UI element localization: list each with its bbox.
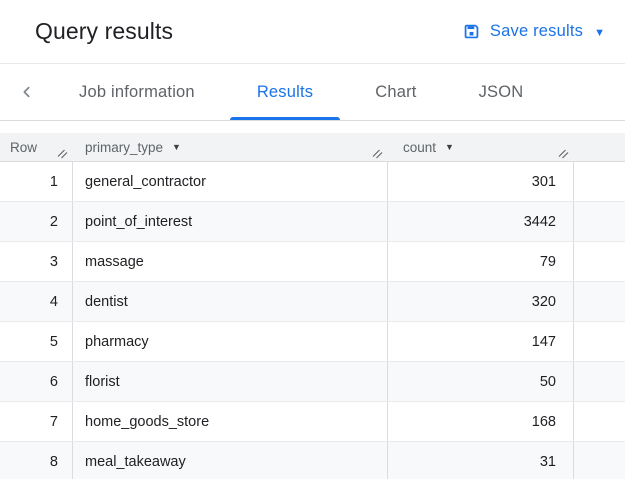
save-results-label: Save results (489, 22, 584, 40)
cell-row-number: 2 (49, 213, 58, 230)
cell-spacer (573, 282, 625, 321)
tab-chart[interactable]: Chart (348, 64, 443, 120)
cell-count: 147 (387, 322, 573, 361)
save-results-button[interactable]: Save results ▼ (462, 22, 605, 41)
table-row: 7 home_goods_store 168 (0, 402, 625, 442)
tab-job-information[interactable]: Job information (52, 64, 222, 120)
cell-row-number: 1 (49, 173, 58, 190)
table-row: 8 meal_takeaway 31 (0, 442, 625, 479)
column-header-row: Row (0, 133, 72, 161)
cell-row-number: 3 (49, 253, 58, 270)
table-row: 5 pharmacy 147 (0, 322, 625, 362)
table-header-row: Row primary_type ▼ count ▼ (0, 133, 625, 162)
column-resize-handle[interactable] (56, 147, 68, 159)
results-table: Row primary_type ▼ count ▼ (0, 133, 625, 479)
table-row: 3 massage 79 (0, 242, 625, 282)
tab-results[interactable]: Results (229, 64, 341, 120)
column-header-primary-type-label: primary_type (85, 139, 164, 155)
chevron-left-icon (19, 84, 35, 100)
cell-primary-type: home_goods_store (72, 402, 387, 441)
cell-spacer (573, 362, 625, 401)
cell-primary-type: point_of_interest (72, 202, 387, 241)
column-resize-handle[interactable] (371, 147, 383, 159)
cell-primary-type: florist (72, 362, 387, 401)
cell-spacer (573, 242, 625, 281)
cell-count: 50 (387, 362, 573, 401)
tab-json[interactable]: JSON (452, 64, 551, 120)
column-header-primary-type: primary_type ▼ (72, 133, 387, 161)
cell-spacer (573, 322, 625, 361)
cell-primary-type: meal_takeaway (72, 442, 387, 479)
cell-primary-type: pharmacy (72, 322, 387, 361)
results-tab-bar: Job information Results Chart JSON (0, 64, 625, 121)
cell-spacer (573, 402, 625, 441)
cell-spacer (573, 442, 625, 479)
column-header-count: count ▼ (387, 133, 573, 161)
save-results-caret-icon: ▼ (594, 26, 605, 39)
tab-scroll-left-button[interactable] (10, 64, 44, 120)
column-header-spacer (573, 133, 625, 161)
table-row: 2 point_of_interest 3442 (0, 202, 625, 242)
cell-row-number: 5 (49, 333, 58, 350)
cell-row-number: 4 (49, 293, 58, 310)
cell-count: 168 (387, 402, 573, 441)
cell-count: 3442 (387, 202, 573, 241)
cell-spacer (573, 202, 625, 241)
column-menu-caret-icon[interactable]: ▼ (445, 142, 454, 152)
cell-count: 320 (387, 282, 573, 321)
table-body: 1 general_contractor 301 2 point_of_interest… (0, 162, 625, 479)
cell-count: 31 (387, 442, 573, 479)
cell-row-number: 6 (49, 373, 58, 390)
cell-primary-type: general_contractor (72, 162, 387, 201)
save-icon (462, 22, 481, 41)
table-row: 6 florist 50 (0, 362, 625, 402)
column-header-row-label: Row (10, 139, 38, 155)
page-title: Query results (35, 18, 174, 44)
cell-primary-type: massage (72, 242, 387, 281)
column-header-count-label: count (403, 139, 437, 155)
cell-row-number: 8 (49, 453, 58, 470)
table-row: 4 dentist 320 (0, 282, 625, 322)
cell-spacer (573, 162, 625, 201)
table-row: 1 general_contractor 301 (0, 162, 625, 202)
results-header: Query results Save results ▼ (0, 0, 625, 64)
cell-count: 79 (387, 242, 573, 281)
column-resize-handle[interactable] (557, 147, 569, 159)
cell-count: 301 (387, 162, 573, 201)
cell-primary-type: dentist (72, 282, 387, 321)
column-menu-caret-icon[interactable]: ▼ (172, 142, 181, 152)
cell-row-number: 7 (49, 413, 58, 430)
